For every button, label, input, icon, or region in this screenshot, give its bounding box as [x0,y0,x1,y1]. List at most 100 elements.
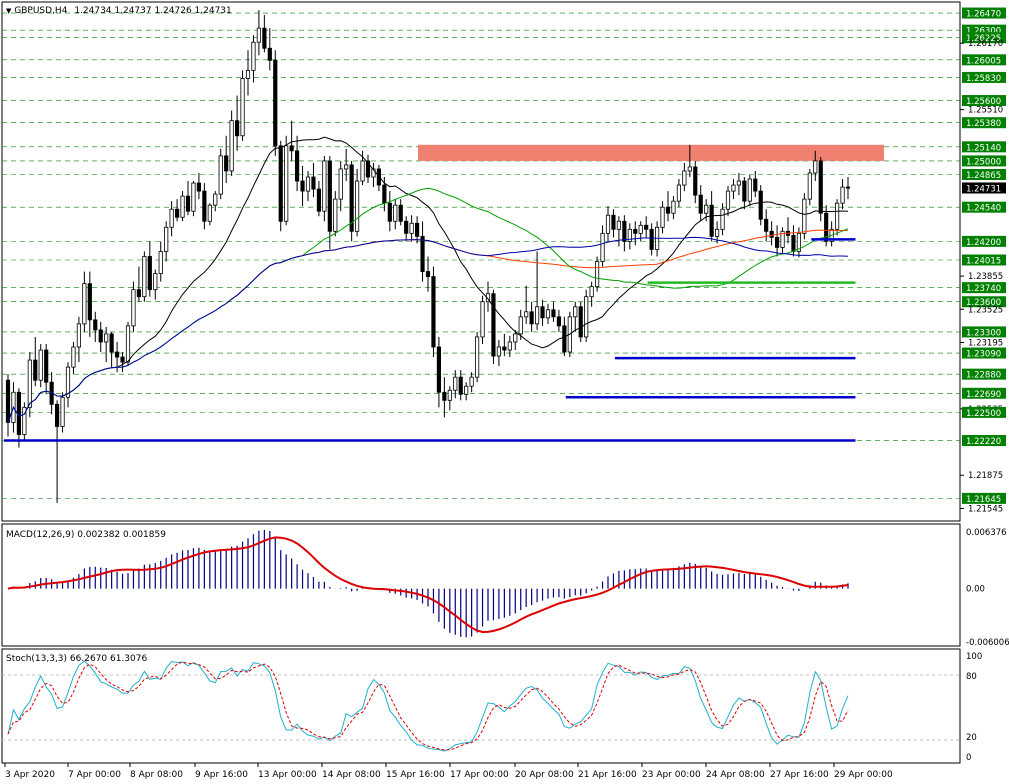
ma-black-line [7,136,849,423]
time-label: 17 Apr 00:00 [450,770,509,780]
candle [758,185,763,226]
candle [578,301,583,342]
price-tag-text: 1.24200 [966,238,1001,248]
price-tag [962,54,1006,66]
candle-body [180,195,185,218]
candle [218,148,223,200]
candle-body [551,309,556,318]
candle-body [387,202,392,222]
macd-tick: -0.006006 [966,638,1009,648]
price-label: 1.24015 [962,254,1006,266]
candle-body [142,256,147,298]
candle-body [480,301,485,338]
candle [736,172,742,196]
candle-body [775,236,780,248]
candle [387,191,392,232]
candle-body [442,391,447,401]
candle-body [234,120,240,137]
stoch-axis: 100 80 20 0 [966,652,982,763]
candle [109,331,114,368]
candle [256,10,261,56]
candle-body [431,276,436,348]
time-label: 13 Apr 00:00 [258,770,317,780]
time-label: 9 Apr 16:00 [195,770,248,780]
candle-body [104,333,109,343]
candle-body [693,166,698,196]
candle-body [322,160,327,212]
candle-body [398,204,403,222]
candle [349,160,354,242]
stoch-panel[interactable] [1,648,961,764]
candle-body [715,228,720,237]
candle [682,162,687,192]
candle-body [55,403,60,427]
candle-body [420,235,425,272]
candle-body [638,224,643,234]
price-label: 1.21875 [960,471,1003,481]
macd-panel[interactable] [1,523,961,647]
price-label: 1.24200 [962,235,1006,248]
candle [240,70,245,141]
price-tag [962,387,1006,399]
candle [267,28,272,71]
candle [300,165,305,207]
candle [158,241,163,282]
price-tag [962,347,1006,359]
stoch-signal-line [7,661,849,751]
price-tick-text: 1.23195 [968,338,1003,348]
candle-body [338,168,343,200]
price-tag-text: 1.24015 [966,256,1001,266]
price-tag-text: 1.21645 [966,495,1001,505]
candle-body [578,306,583,338]
candle-body [698,194,703,214]
candle [338,160,343,212]
price-label: 1.23600 [962,296,1006,308]
candle-body [802,198,807,234]
candle [27,352,32,418]
price-tag-text: 1.22690 [966,390,1001,400]
candle [104,326,109,363]
candle [605,206,611,242]
price-tag [962,24,1006,36]
candle [502,333,507,357]
candle-body [649,228,654,250]
candle-body [404,220,409,234]
candle-body [76,323,82,348]
horizontal-lines [4,238,856,442]
candle [33,336,38,387]
candle [545,303,551,324]
candle [687,144,692,178]
price-label: 1.26470 [962,7,1006,20]
candle-body [98,329,103,343]
candle-body [818,160,823,214]
candle-body [354,180,360,232]
candle-body [305,176,311,192]
candle-body [633,228,638,234]
candle [589,281,594,307]
price-tick-text: 1.23855 [968,272,1003,282]
candle-body [769,230,774,238]
candle-body [65,366,71,398]
price-label: 1.22500 [962,406,1006,419]
candle [524,285,529,324]
macd-tick: 0.006376 [966,528,1007,538]
candle [414,216,420,244]
price-tag-text: 1.22500 [966,409,1001,419]
candle-body [115,351,120,358]
candle [273,50,278,156]
candle [725,186,731,217]
candle-body [240,78,245,137]
candle-body [109,333,114,353]
candle-body [71,346,76,368]
time-label: 27 Apr 16:00 [770,770,829,780]
price-tag-text: 1.25380 [966,119,1001,129]
candle-body [605,214,611,234]
candle [22,402,27,441]
price-tag [962,201,1006,213]
candle-body [540,306,545,319]
candle [316,181,321,217]
candle-body [360,160,365,182]
dropdown-icon[interactable]: ▼ [6,7,12,15]
candle-body [207,204,212,222]
